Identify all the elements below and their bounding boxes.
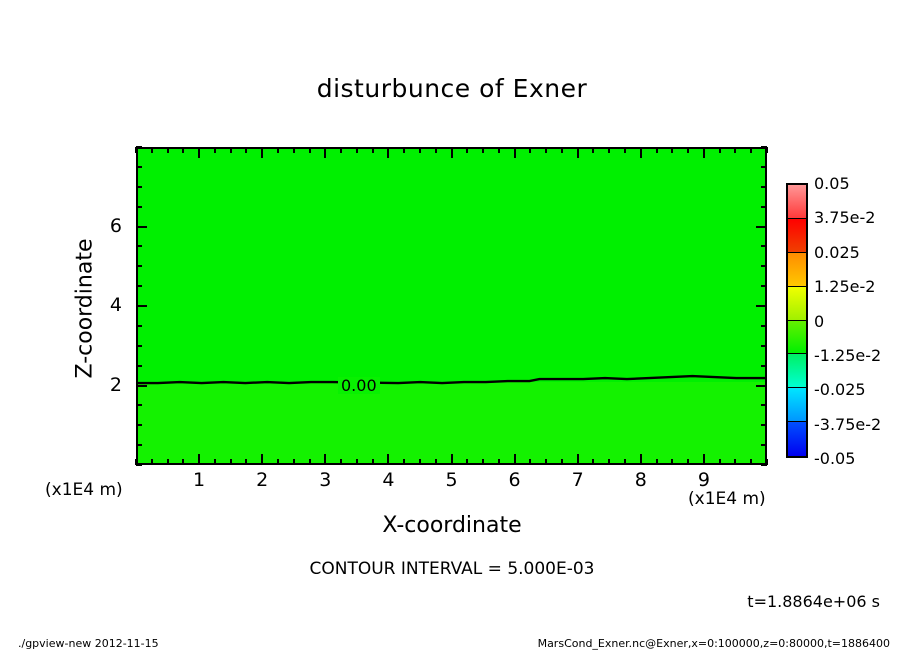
colorbar	[786, 183, 808, 458]
colorbar-tick-label: -0.05	[814, 449, 856, 468]
colorbar-band	[788, 286, 806, 321]
x-tick-label: 6	[508, 469, 521, 491]
colorbar-tick-label: 0.025	[814, 242, 860, 262]
x-tick-label: 1	[193, 469, 206, 491]
contour-line-0	[138, 374, 765, 385]
x-axis-unit-right: (x1E4 m)	[688, 489, 766, 509]
colorbar-band	[788, 185, 806, 219]
colorbar-tick-label: -1.25e-2	[814, 345, 882, 365]
colorbar-band	[788, 218, 806, 253]
x-tick-label: 4	[382, 469, 395, 491]
time-stamp: t=1.8864e+06 s	[747, 592, 880, 611]
colorbar-tick-label: 3.75e-2	[814, 208, 876, 228]
colorbar-band	[788, 422, 806, 456]
field-fill-lower	[138, 381, 765, 463]
colorbar-tick-label: 0.05	[814, 174, 850, 193]
x-tick-label: 7	[571, 469, 584, 491]
plot-area: 0.00	[136, 147, 767, 465]
colorbar-tick-label: -3.75e-2	[814, 414, 882, 434]
x-tick-label: 2	[256, 469, 269, 491]
footer-dataset-info: MarsCond_Exner.nc@Exner,x=0:100000,z=0:8…	[537, 637, 890, 650]
colorbar-tick-label: 1.25e-2	[814, 277, 876, 297]
x-tick-label: 9	[697, 469, 710, 491]
colorbar-tick-label: -0.025	[814, 380, 866, 400]
x-axis-unit-left: (x1E4 m)	[45, 480, 123, 500]
x-axis-label: X-coordinate	[382, 513, 522, 538]
y-tick-label: 4	[109, 294, 122, 316]
y-tick-label: 6	[109, 214, 122, 237]
contour-label-0: 0.00	[338, 377, 380, 394]
page-title: disturbunce of Exner	[316, 74, 588, 103]
y-tick-label: 2	[109, 373, 122, 396]
colorbar-band	[788, 354, 806, 389]
field-fill-upper	[138, 149, 765, 382]
colorbar-band	[788, 252, 806, 287]
colorbar-tick-label: 0	[814, 311, 825, 331]
x-tick-label: 8	[634, 469, 647, 491]
footer-command: ./gpview-new 2012-11-15	[18, 637, 159, 650]
colorbar-band	[788, 388, 806, 423]
x-tick-label: 5	[445, 469, 458, 491]
colorbar-band	[788, 320, 806, 355]
x-tick-label: 3	[319, 469, 332, 491]
contour-interval-text: CONTOUR INTERVAL = 5.000E-03	[309, 559, 595, 579]
